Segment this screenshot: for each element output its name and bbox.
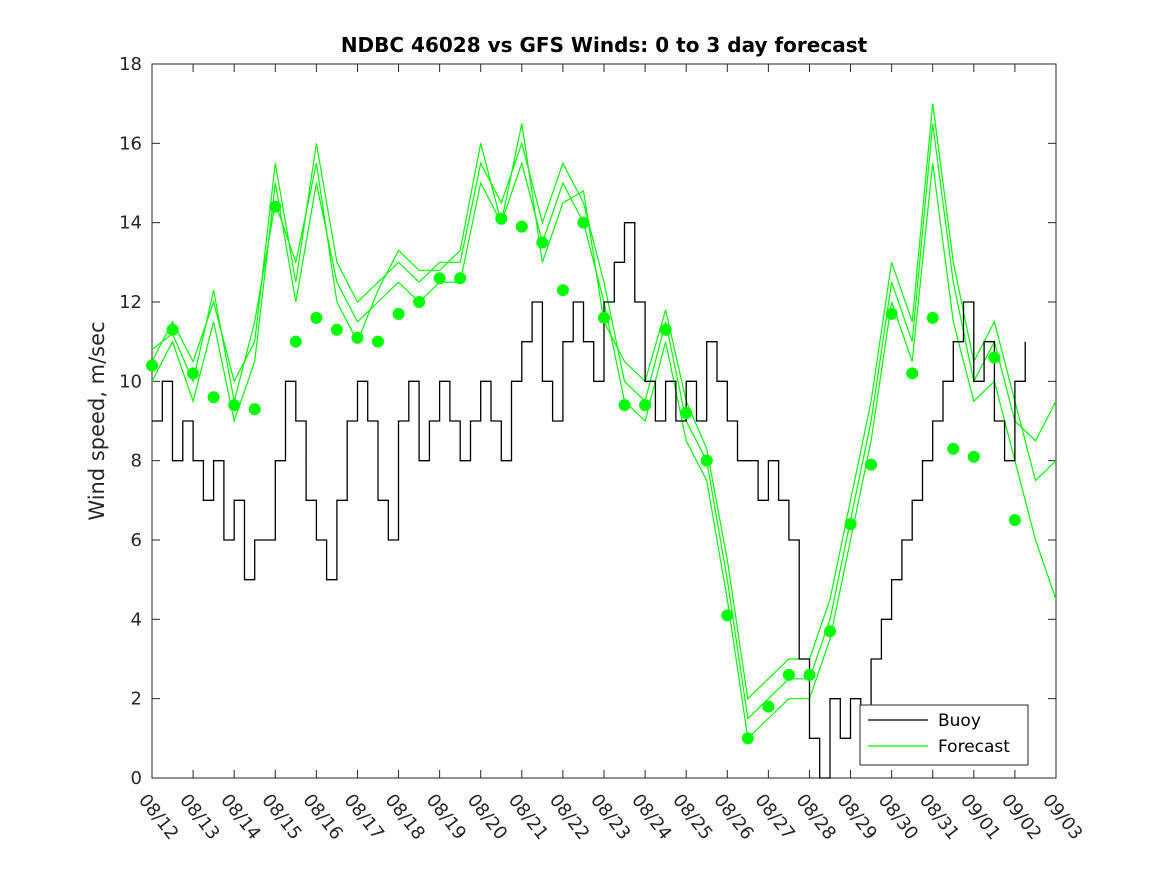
forecast-point [495,212,508,225]
forecast-point [372,335,384,348]
forecast-point [741,732,754,745]
forecast-point [844,518,857,531]
forecast-point [536,236,549,249]
forecast-point [680,407,693,420]
y-tick-label: 18 [119,54,142,75]
forecast-point [351,331,364,344]
forecast-point [556,284,569,297]
y-axis-ticks: 0 2 4 6 8 10 12 14 16 18 [119,54,1056,789]
legend-label-buoy: Buoy [938,711,981,731]
forecast-point [885,307,898,320]
forecast-point [413,296,426,308]
forecast-point [598,311,610,324]
y-tick-label: 0 [131,768,142,789]
forecast-point [988,351,1001,364]
forecast-point [824,625,836,638]
forecast-point [762,700,775,713]
y-tick-label: 8 [131,451,142,472]
forecast-point [721,609,734,622]
forecast-point [248,403,261,416]
y-tick-label: 16 [119,133,142,154]
y-tick-label: 4 [131,609,142,630]
forecast-point [392,307,405,320]
forecast-point [659,323,672,336]
y-tick-label: 10 [119,371,142,392]
forecast-point [803,668,816,681]
y-tick-label: 6 [131,530,142,551]
forecast-point [433,272,446,285]
forecast-point [269,200,282,213]
forecast-point [782,668,795,681]
forecast-points [146,200,1021,745]
forecast-point [967,450,980,463]
forecast-point [166,323,179,336]
legend-box [859,704,1029,766]
forecast-point [926,311,939,324]
y-axis-label: Wind speed, m/sec [85,321,109,520]
forecast-point [207,391,220,404]
plot-area [151,63,1057,779]
forecast-point [289,335,302,348]
forecast-point [454,272,467,285]
y-tick-label: 2 [131,689,142,710]
forecast-point [618,399,631,412]
forecast-point [187,367,200,380]
forecast-series-line [151,123,1057,720]
forecast-point [330,323,343,336]
legend: Buoy Forecast [859,704,1029,766]
forecast-point [146,359,158,372]
forecast-point [947,442,960,455]
forecast-point [577,216,590,229]
forecast-point [310,311,323,324]
forecast-point [639,399,652,412]
forecast-point [865,458,878,471]
forecast-point [700,454,713,467]
forecast-point [1008,514,1021,527]
forecast-point [515,220,528,233]
chart-title: NDBC 46028 vs GFS Winds: 0 to 3 day fore… [341,33,868,57]
forecast-point [906,367,919,380]
forecast-point [228,399,241,412]
legend-label-forecast: Forecast [938,737,1010,757]
y-tick-label: 12 [119,292,142,313]
buoy-series-line [152,222,1026,779]
y-tick-label: 14 [119,213,142,234]
